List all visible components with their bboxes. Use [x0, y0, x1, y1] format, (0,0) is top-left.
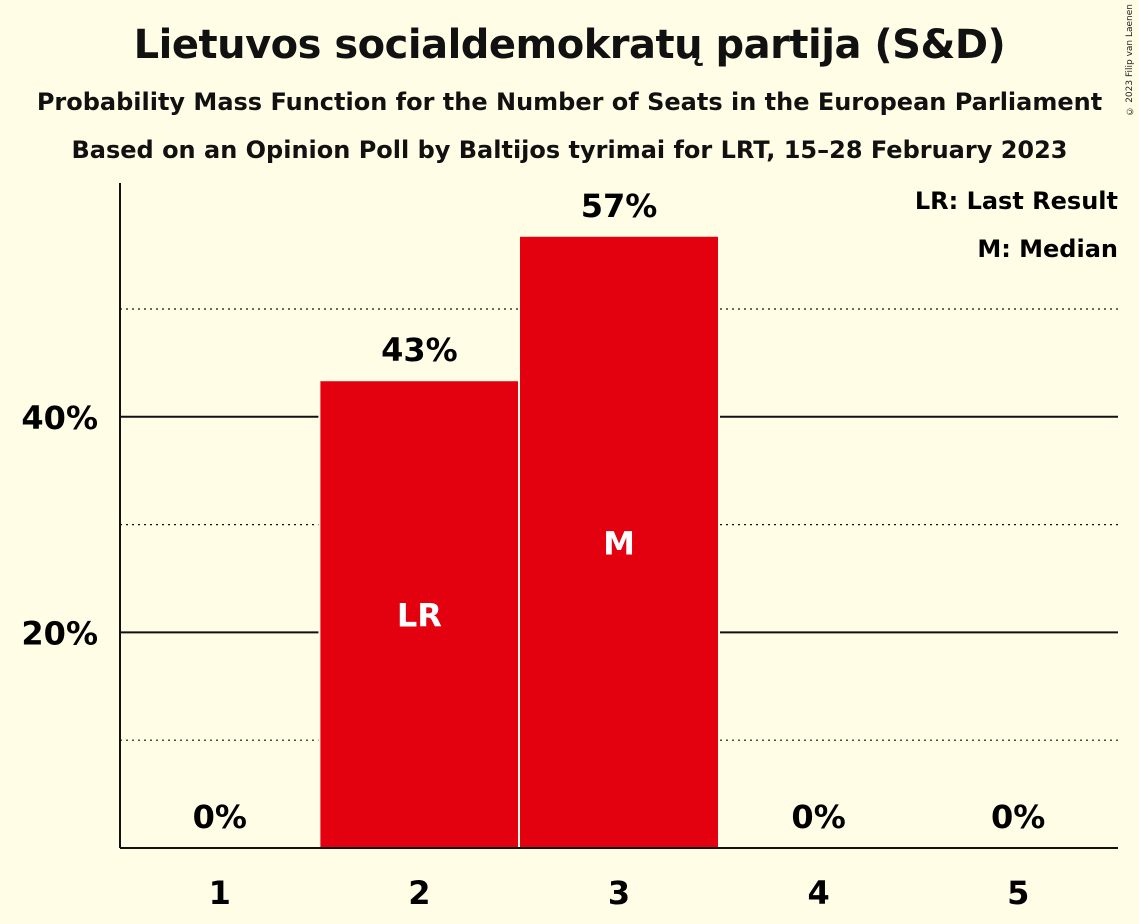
bar-marker-lr: LR: [397, 597, 442, 635]
bar-seat-2: [320, 381, 519, 848]
chart-title: Lietuvos socialdemokratų partija (S&D): [133, 22, 1006, 68]
data-label-seat-3: 57%: [581, 187, 658, 225]
axes: 20% 40% 1 2 3 4 5: [21, 183, 1118, 912]
x-tick-label-4: 4: [807, 874, 829, 912]
bars: [318, 234, 720, 849]
data-label-seat-4: 0%: [791, 798, 845, 836]
x-tick-label-1: 1: [209, 874, 231, 912]
x-tick-label-3: 3: [608, 874, 630, 912]
bar-seat-3: [520, 236, 718, 849]
chart-subtitle-source: Based on an Opinion Poll by Baltijos tyr…: [71, 136, 1068, 164]
y-tick-label-0: 20%: [21, 614, 98, 652]
x-tick-label-5: 5: [1007, 874, 1029, 912]
chart-subtitle: Probability Mass Function for the Number…: [36, 88, 1103, 116]
legend-median: M: Median: [977, 235, 1118, 263]
data-label-seat-1: 0%: [193, 798, 247, 836]
bar-marker-m: M: [603, 524, 635, 562]
legend-last-result: LR: Last Result: [915, 187, 1118, 215]
data-labels: 0% 43% LR 57% M 0% 0%: [193, 187, 1046, 836]
data-label-seat-2: 43%: [381, 331, 458, 369]
data-label-seat-5: 0%: [991, 798, 1045, 836]
x-tick-label-2: 2: [408, 874, 430, 912]
legend: LR: Last Result M: Median: [915, 187, 1118, 263]
y-tick-label-1: 40%: [21, 399, 98, 437]
